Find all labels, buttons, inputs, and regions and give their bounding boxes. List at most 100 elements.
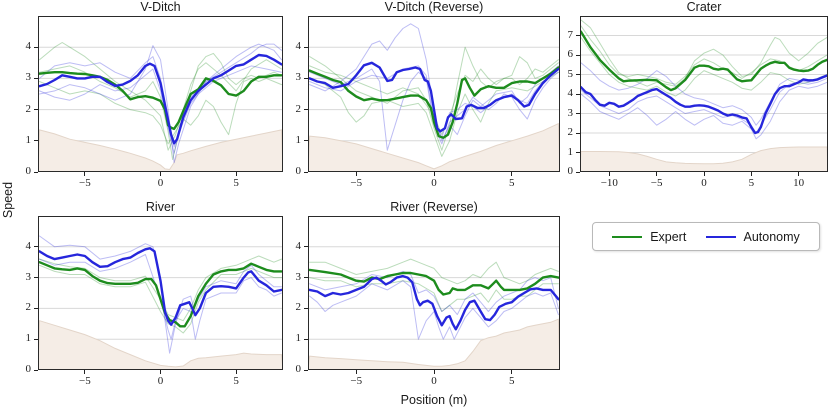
x-tick-label: 5 [233, 177, 239, 189]
expert-run-line [580, 19, 828, 87]
x-tick-label: 5 [509, 177, 515, 189]
autonomy-mean-line [38, 53, 283, 145]
x-tick-mark [160, 370, 161, 374]
x-tick-label: 0 [701, 177, 707, 189]
y-tick-label: 1 [295, 133, 302, 146]
x-tick-mark [235, 370, 237, 374]
subplot-title-3: River [145, 200, 176, 214]
y-axis-label: Speed [1, 181, 15, 219]
y-tick-mark [34, 171, 38, 173]
x-tick-mark [703, 172, 705, 176]
y-tick-mark [34, 307, 38, 309]
x-tick-label: 0 [431, 177, 437, 189]
subplot-canvas-4 [307, 216, 561, 371]
y-tick-mark [304, 140, 308, 142]
y-tick-label: 2 [295, 301, 302, 314]
legend-label-expert: Expert [650, 229, 687, 244]
expert-run-line [309, 277, 559, 312]
y-tick-label: 3 [295, 270, 302, 283]
subplot-canvas-1 [307, 16, 561, 173]
axes-frame [308, 216, 560, 370]
y-tick-label: 4 [295, 239, 302, 252]
terrain-profile [307, 122, 561, 173]
expert-run-line [39, 264, 282, 334]
x-tick-mark [511, 370, 513, 374]
y-tick-mark [34, 109, 38, 111]
autonomy-run-line [309, 68, 559, 151]
terrain-profile [37, 129, 284, 173]
autonomy-mean-line [38, 247, 283, 326]
y-tick-label: 4 [567, 87, 574, 99]
autonomy-line-swatch [705, 235, 736, 238]
y-tick-label: 1 [25, 332, 32, 345]
y-tick-mark [304, 277, 308, 279]
autonomy-run-line [309, 270, 559, 316]
y-tick-mark [34, 77, 38, 79]
expert-mean-line [38, 261, 283, 328]
x-tick-label: 5 [509, 375, 515, 387]
x-tick-mark [656, 172, 658, 176]
expert-run-line [39, 42, 282, 151]
y-tick-label: 5 [567, 67, 574, 80]
subplot-title-0: V-Ditch [140, 0, 181, 14]
x-tick-mark [235, 172, 237, 176]
y-tick-mark [304, 307, 308, 309]
y-tick-mark [576, 113, 580, 114]
x-tick-label: −5 [350, 375, 363, 387]
y-tick-label: 2 [295, 102, 302, 115]
y-tick-mark [304, 369, 308, 371]
x-tick-mark [355, 172, 357, 176]
y-tick-mark [304, 109, 308, 111]
y-tick-label: 1 [567, 145, 574, 158]
subplot-plot-area-0 [37, 16, 284, 173]
x-tick-mark [160, 172, 161, 176]
x-tick-label: −5 [350, 177, 363, 189]
y-tick-label: 3 [567, 106, 574, 119]
x-tick-mark [84, 172, 86, 176]
subplot-title-4: River (Reverse) [390, 200, 478, 214]
autonomy-mean-line [579, 74, 829, 135]
x-tick-mark [608, 172, 610, 176]
subplot-canvas-0 [37, 16, 284, 173]
subplot-plot-area-2 [579, 16, 829, 173]
axes-frame [308, 16, 560, 172]
y-tick-mark [34, 369, 38, 371]
y-tick-mark [34, 140, 38, 142]
y-tick-label: 4 [25, 239, 32, 252]
autonomy-mean-line [308, 274, 560, 331]
x-tick-label: −5 [79, 375, 91, 387]
expert-run-line [309, 71, 559, 157]
y-tick-label: 4 [25, 40, 32, 53]
autonomy-run-line [309, 280, 559, 340]
expert-line-swatch [612, 235, 643, 238]
x-tick-label: 5 [748, 177, 755, 189]
x-axis-label: Position (m) [400, 393, 468, 407]
autonomy-run-line [39, 254, 282, 340]
expert-mean-line [579, 30, 829, 92]
terrain-profile [307, 318, 561, 371]
y-tick-mark [576, 152, 580, 153]
y-tick-mark [576, 132, 580, 134]
expert-run-line [309, 46, 559, 151]
expert-mean-line [308, 268, 560, 296]
terrain-profile [37, 320, 284, 371]
autonomy-run-line [580, 81, 828, 140]
y-tick-label: 7 [567, 28, 574, 41]
y-tick-mark [304, 171, 308, 173]
terrain-profile [579, 146, 829, 173]
subplot-plot-area-1 [307, 16, 561, 173]
y-tick-label: 0 [25, 363, 32, 375]
y-tick-mark [304, 246, 308, 248]
legend-entry-expert: Expert [612, 230, 686, 244]
x-tick-mark [798, 172, 800, 176]
autonomy-run-line [39, 235, 282, 354]
subplot-plot-area-3 [37, 216, 284, 371]
y-tick-label: 3 [295, 71, 302, 84]
x-tick-label: 10 [793, 177, 805, 189]
y-tick-label: 0 [295, 363, 302, 375]
legend-label-autonomy: Autonomy [743, 229, 800, 244]
y-tick-label: 0 [567, 165, 574, 177]
subplot-canvas-2 [579, 16, 829, 173]
x-tick-label: 5 [233, 375, 239, 387]
x-tick-mark [433, 370, 435, 374]
